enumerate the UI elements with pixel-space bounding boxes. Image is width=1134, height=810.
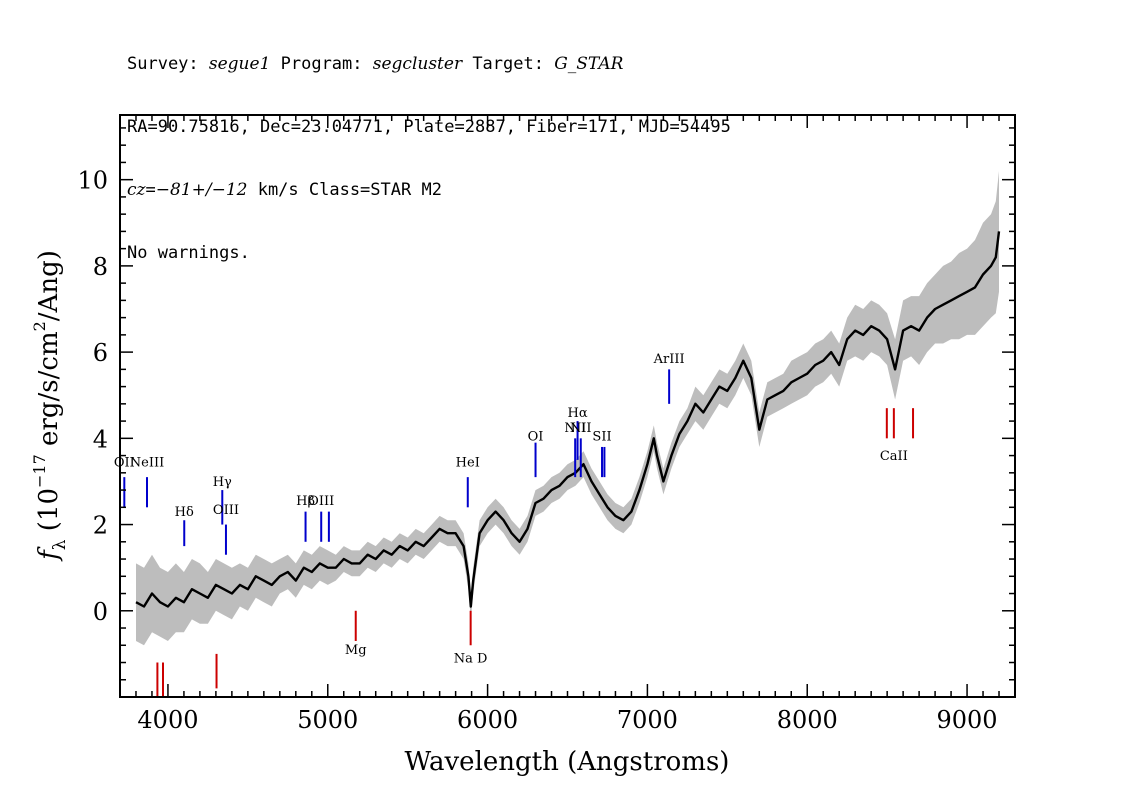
survey-prefix: Survey: bbox=[127, 54, 209, 74]
line-label: NII bbox=[564, 421, 586, 436]
target-prefix: Target: bbox=[462, 54, 555, 74]
error-band bbox=[136, 171, 999, 646]
ylabel-sub: λ bbox=[50, 539, 70, 550]
ylabel-mid: erg/s/cm bbox=[34, 331, 64, 454]
ylabel-post: /Ang) bbox=[34, 250, 64, 321]
target-value: G_STAR bbox=[554, 54, 624, 74]
y-axis-title: fλ (10−17 erg/s/cm2/Ang) bbox=[30, 250, 70, 562]
cz-equals: = bbox=[145, 180, 156, 200]
cz-symbol: cz bbox=[127, 180, 146, 200]
x-tick-label: 5000 bbox=[297, 706, 358, 734]
error-band-area bbox=[136, 171, 999, 646]
y-tick-label: 2 bbox=[93, 512, 108, 540]
x-axis-title: Wavelength (Angstroms) bbox=[405, 747, 730, 777]
line-label: Hδ bbox=[175, 505, 194, 520]
cz-value: −81+/−12 bbox=[155, 180, 248, 200]
line-label: NII bbox=[570, 421, 592, 436]
line-label: Na D bbox=[454, 652, 488, 667]
line-label: ArIII bbox=[653, 352, 685, 367]
header-line-warnings: No warnings. bbox=[127, 243, 250, 263]
header-line-coords: RA=90.75816, Dec=23.04771, Plate=2887, F… bbox=[127, 117, 731, 137]
program-value: segcluster bbox=[372, 54, 463, 74]
header-line-redshift: cz=−81+/−12 km/s Class=STAR M2 bbox=[127, 180, 731, 201]
ylabel-pre: (10 bbox=[34, 488, 64, 540]
line-label: OIII bbox=[213, 503, 239, 518]
ylabel-exp1: −17 bbox=[30, 454, 49, 488]
program-prefix: Program: bbox=[270, 54, 373, 74]
x-tick-label: 9000 bbox=[937, 706, 998, 734]
class-text: km/s Class=STAR M2 bbox=[247, 180, 442, 200]
line-label: SII bbox=[592, 429, 611, 444]
tick-labels: 4000 5000 6000 7000 8000 9000 0 2 4 6 8 10 bbox=[77, 167, 997, 734]
line-label: Hγ bbox=[213, 475, 232, 490]
y-tick-label: 0 bbox=[93, 598, 108, 626]
header-line-survey: Survey: segue1 Program: segcluster Targe… bbox=[127, 54, 731, 75]
y-tick-label: 8 bbox=[93, 253, 108, 281]
line-label: NeIII bbox=[130, 455, 164, 470]
x-tick-label: 8000 bbox=[777, 706, 838, 734]
line-label: CaII bbox=[880, 449, 908, 464]
line-label: OI bbox=[528, 429, 544, 444]
line-label: HeI bbox=[456, 455, 480, 470]
survey-value: segue1 bbox=[208, 54, 271, 74]
flux-series bbox=[135, 231, 1001, 608]
spectrum-header: Survey: segue1 Program: segcluster Targe… bbox=[127, 12, 731, 285]
flux-line bbox=[135, 231, 1001, 608]
x-tick-label: 7000 bbox=[617, 706, 678, 734]
x-tick-label: 4000 bbox=[137, 706, 198, 734]
y-tick-label: 4 bbox=[93, 425, 108, 453]
plot-axes bbox=[119, 114, 1016, 698]
ylabel-exp2: 2 bbox=[30, 321, 49, 331]
line-label: Mg bbox=[345, 643, 367, 658]
y-tick-label: 10 bbox=[77, 167, 108, 195]
spectral-line-markers: OIINeIIIHδHγOIIIHβOIIIHeIOINIIHαNIISIIAr… bbox=[114, 352, 915, 697]
y-tick-label: 6 bbox=[93, 339, 108, 367]
line-label: OIII bbox=[308, 494, 334, 509]
x-tick-label: 6000 bbox=[457, 706, 518, 734]
line-label: Hα bbox=[568, 406, 588, 421]
line-label: Hβ bbox=[296, 494, 315, 509]
